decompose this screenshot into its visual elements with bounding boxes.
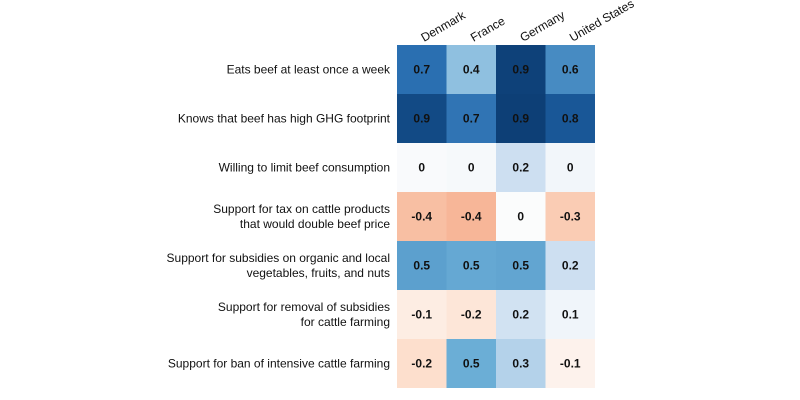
heatmap-cell — [446, 143, 496, 192]
heatmap-cell — [397, 290, 447, 339]
cell-value-label: 0.9 — [512, 63, 529, 77]
heatmap-cell — [496, 192, 546, 241]
column-label: France — [468, 14, 508, 45]
cell-value-label: 0.2 — [512, 161, 529, 175]
cell-value-label: -0.2 — [411, 357, 432, 371]
row-label: that would double beef price — [240, 217, 390, 231]
cell-value-label: -0.4 — [461, 210, 482, 224]
cell-value-label: 0.7 — [463, 112, 480, 126]
cell-value-label: 0.2 — [562, 259, 579, 273]
column-labels: Denmark France Germany United States — [419, 0, 637, 45]
cell-value-label: 0.5 — [463, 357, 480, 371]
cell-value-label: 0.2 — [512, 308, 529, 322]
row-label: Support for subsidies on organic and loc… — [167, 251, 390, 265]
cell-value-label: -0.1 — [411, 308, 432, 322]
heatmap-cell — [496, 45, 546, 94]
heatmap-cells: 0.7 0.4 0.9 0.6 0.9 0.7 0.9 0.8 0 0 0.2 0 -0.4 -0.4 0 -… — [397, 45, 595, 388]
row-label: Support for tax on cattle products — [213, 202, 390, 216]
heatmap-cell — [545, 241, 595, 290]
row-label: vegetables, fruits, and nuts — [247, 266, 390, 280]
cell-value-label: 0.1 — [562, 308, 579, 322]
cell-value-label: 0.8 — [562, 112, 579, 126]
cell-value-label: 0.5 — [512, 259, 529, 273]
heatmap-cell — [496, 94, 546, 143]
heatmap-cell — [446, 192, 496, 241]
row-label: Support for ban of intensive cattle farm… — [168, 357, 390, 371]
heatmap-cell — [397, 339, 447, 388]
cell-value-label: 0 — [567, 161, 574, 175]
row-label: Eats beef at least once a week — [227, 63, 391, 77]
cell-value-label: 0.9 — [413, 112, 430, 126]
cell-value-label: -0.4 — [411, 210, 432, 224]
heatmap-cell — [397, 94, 447, 143]
heatmap-cell — [397, 45, 447, 94]
heatmap-cell — [397, 241, 447, 290]
column-label: United States — [567, 0, 636, 45]
heatmap-cell — [496, 339, 546, 388]
heatmap-cell — [545, 192, 595, 241]
column-label: Germany — [518, 8, 568, 45]
cell-value-label: 0.4 — [463, 63, 480, 77]
heatmap-cell — [446, 290, 496, 339]
heatmap-cell — [397, 143, 447, 192]
cell-value-label: -0.3 — [560, 210, 581, 224]
heatmap-cell — [496, 241, 546, 290]
heatmap-cell — [446, 45, 496, 94]
row-label: Knows that beef has high GHG footprint — [178, 112, 391, 126]
cell-value-label: 0.6 — [562, 63, 579, 77]
cell-value-label: -0.1 — [560, 357, 581, 371]
heatmap-cell — [545, 143, 595, 192]
cell-value-label: -0.2 — [461, 308, 482, 322]
heatmap-cell — [496, 143, 546, 192]
row-labels: Eats beef at least once a week Knows that… — [167, 63, 391, 371]
column-label: Denmark — [419, 8, 469, 45]
heatmap-cell — [397, 192, 447, 241]
heatmap-cell — [545, 290, 595, 339]
heatmap-cell — [545, 339, 595, 388]
cell-value-label: 0 — [418, 161, 425, 175]
row-label: Willing to limit beef consumption — [219, 161, 390, 175]
cell-value-label: 0 — [517, 210, 524, 224]
cell-value-label: 0 — [468, 161, 475, 175]
row-label: Support for removal of subsidies — [218, 300, 390, 314]
cell-value-label: 0.5 — [413, 259, 430, 273]
row-label: for cattle farming — [301, 315, 390, 329]
heatmap-cell — [545, 94, 595, 143]
cell-value-label: 0.3 — [512, 357, 529, 371]
cell-value-label: 0.9 — [512, 112, 529, 126]
heatmap-cell — [545, 45, 595, 94]
heatmap-cell — [446, 339, 496, 388]
heatmap-cell — [446, 94, 496, 143]
heatmap-cell — [496, 290, 546, 339]
cell-value-label: 0.5 — [463, 259, 480, 273]
cell-value-label: 0.7 — [413, 63, 430, 77]
heatmap-cell — [446, 241, 496, 290]
